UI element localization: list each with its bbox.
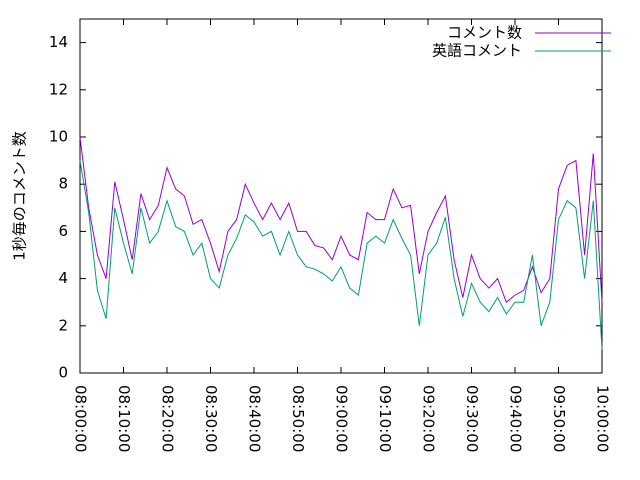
y-axis-label: 1秒毎のコメント数 [11, 131, 29, 261]
x-tick-label: 09:10:00 [376, 385, 394, 452]
x-tick-label: 10:00:00 [594, 385, 612, 452]
x-tick-label: 08:30:00 [202, 385, 220, 452]
x-tick-label: 08:20:00 [159, 385, 177, 452]
y-tick-label: 14 [49, 33, 68, 51]
y-tick-label: 0 [58, 364, 68, 382]
y-tick-label: 4 [58, 269, 68, 287]
y-tick-label: 6 [58, 222, 68, 240]
legend-label: コメント数 [447, 24, 522, 42]
series-line [79, 136, 603, 304]
x-tick-label: 09:40:00 [507, 385, 525, 452]
series-line [79, 160, 603, 350]
x-tick-label: 08:50:00 [289, 385, 307, 452]
x-tick-label: 09:50:00 [550, 385, 568, 452]
x-tick-label: 09:20:00 [420, 385, 438, 452]
legend-label: 英語コメント [432, 42, 522, 60]
y-tick-label: 8 [58, 175, 68, 193]
x-tick-label: 08:10:00 [115, 385, 133, 452]
y-tick-label: 10 [49, 128, 68, 146]
y-tick-label: 2 [58, 316, 68, 334]
y-tick-label: 12 [49, 80, 68, 98]
x-tick-label: 08:40:00 [246, 385, 264, 452]
x-tick-label: 09:30:00 [463, 385, 481, 452]
x-tick-label: 08:00:00 [72, 385, 90, 452]
x-tick-label: 09:00:00 [333, 385, 351, 452]
